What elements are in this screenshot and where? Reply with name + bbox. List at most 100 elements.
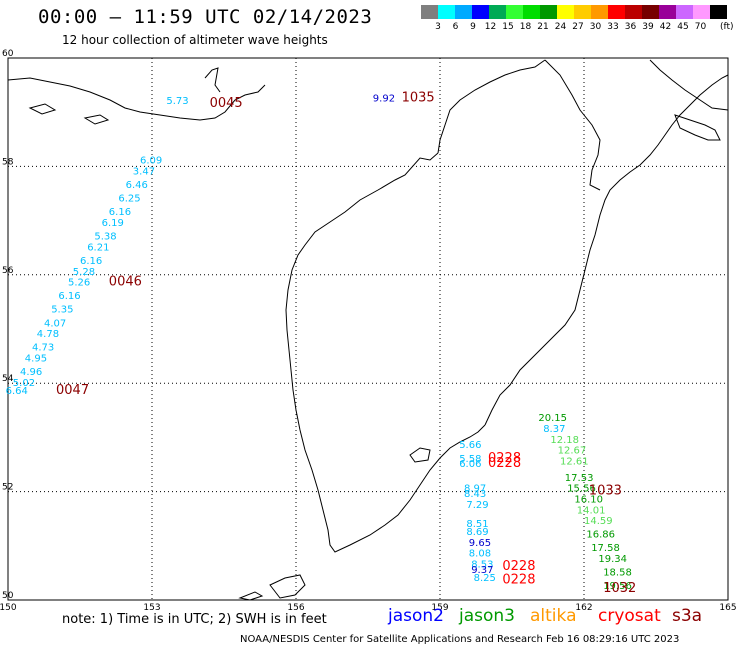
wave-height-value: 15.56 [567, 484, 596, 495]
wave-height-value: 6.64 [6, 386, 28, 397]
scale-label: 9 [470, 22, 476, 32]
northwest-island-1 [28, 103, 57, 115]
scale-swatch [591, 5, 608, 19]
map-subtitle: 12 hour collection of altimeter wave hei… [62, 33, 328, 47]
lat-tick-label: 58 [2, 157, 14, 167]
scale-swatch [693, 5, 710, 19]
wave-height-value: 12.61 [560, 457, 589, 468]
scale-swatch [659, 5, 676, 19]
wave-height-value: 3.47 [133, 167, 155, 178]
lon-tick-label: 159 [431, 603, 448, 613]
satellite-legend-cryosat: cryosat [598, 606, 661, 626]
wave-height-value: 19.34 [598, 554, 627, 565]
wave-height-value: 6.16 [80, 256, 102, 267]
scale-label: 42 [659, 22, 672, 32]
southern-island-2 [269, 574, 306, 599]
wave-height-value: 4.96 [20, 367, 42, 378]
pass-time-label: 0228 [502, 559, 535, 574]
map-frame [7, 57, 729, 601]
wave-height-value: 6.09 [140, 156, 162, 167]
scale-swatch [676, 5, 693, 19]
wave-height-value: 8.25 [474, 573, 496, 584]
wave-height-value: 5.02 [13, 378, 35, 389]
wave-height-value: 5.58 [459, 454, 481, 465]
scale-swatch [421, 5, 438, 19]
scale-swatch [710, 5, 727, 19]
satellite-legend-jason3: jason3 [459, 606, 515, 626]
map-title: 00:00 – 11:59 UTC 02/14/2023 [38, 6, 373, 28]
wave-height-value: 4.95 [25, 354, 47, 365]
kamchatka-east-coast-2 [544, 59, 601, 191]
scale-label: 18 [519, 22, 532, 32]
pass-time-label: 0228 [488, 451, 521, 466]
scale-label: 6 [452, 22, 459, 32]
southern-island-3 [238, 591, 264, 601]
scale-swatch [557, 5, 574, 19]
scale-swatch [455, 5, 472, 19]
wave-height-value: 8.97 [464, 484, 486, 495]
scale-label: 30 [589, 22, 602, 32]
pass-time-label: 0228 [502, 573, 535, 588]
scale-swatch [472, 5, 489, 19]
wave-height-value: 12.67 [558, 446, 587, 457]
lat-tick-label: 60 [2, 49, 14, 59]
wave-height-value: 18.58 [603, 568, 632, 579]
scale-label: 45 [677, 22, 689, 32]
satellite-legend-altika: altika [530, 606, 577, 626]
wave-height-points: 5.73 9.926.093.476.466.256.166.195.386.21… [6, 93, 632, 592]
wave-height-value: 8.51 [466, 519, 488, 530]
scale-label: 33 [607, 22, 619, 32]
wave-height-value: 4.73 [32, 343, 54, 354]
wave-height-value: 8.37 [543, 424, 565, 435]
scale-label: 24 [554, 22, 567, 32]
lon-tick-label: 165 [719, 603, 736, 613]
wave-height-value: 12.18 [550, 435, 579, 446]
wave-height-value: 4.78 [37, 329, 59, 340]
pass-time-label: 1032 [603, 581, 636, 596]
scale-swatch [625, 5, 642, 19]
scale-swatch [438, 5, 455, 19]
satellite-legend-s3a: s3a [672, 606, 703, 626]
wave-height-value: 5.66 [459, 440, 481, 451]
pass-time-label: 0047 [56, 383, 89, 398]
pass-time-label: 1033 [589, 483, 622, 498]
scale-swatch [574, 5, 591, 19]
wave-height-value: 6.25 [118, 194, 140, 205]
scale-label: 39 [642, 22, 654, 32]
lat-tick-label: 52 [2, 483, 13, 493]
lat-tick-label: 50 [2, 591, 14, 601]
footer-note: note: 1) Time is in UTC; 2) SWH is in fe… [62, 612, 327, 627]
scale-swatch [540, 5, 557, 19]
kamchatka-east-coast [437, 59, 546, 154]
wave-height-value: 5.28 [73, 267, 95, 278]
lat-tick-label: 54 [2, 374, 14, 384]
wave-height-value: 8.53 [471, 559, 493, 570]
kamchatka-southeast-coast [484, 74, 729, 426]
scale-unit: (ft) [720, 22, 734, 32]
scale-swatch [506, 5, 523, 19]
coastline [7, 59, 729, 601]
scale-swatch [642, 5, 659, 19]
wave-height-value: 4.07 [44, 318, 66, 329]
lon-tick-label: 150 [0, 603, 17, 613]
wave-height-value: 5.73 [166, 96, 188, 107]
southern-island-1 [409, 447, 431, 463]
wave-height-value: 17.53 [565, 473, 594, 484]
wave-height-value: 5.38 [94, 232, 116, 243]
satellite-legend-jason2: jason2 [388, 606, 444, 626]
latitude-labels: 60 58 56 54 52 50 [2, 49, 14, 601]
wave-height-value: 17.58 [591, 543, 620, 554]
wave-height-value: 6.06 [459, 459, 481, 470]
northwest-island-2 [83, 114, 110, 125]
wave-height-value: 9.65 [469, 538, 491, 549]
wave-height-value: 14.59 [584, 516, 613, 527]
wave-height-value: 9.37 [471, 565, 493, 576]
pass-time-label: 0045 [210, 96, 243, 111]
scale-swatch [523, 5, 540, 19]
wave-height-value: 20.15 [538, 413, 567, 424]
longitude-labels: 150 153 156 159 162 165 [0, 603, 737, 613]
wave-height-value: 8.69 [466, 527, 488, 538]
pass-time-label: 1035 [402, 90, 435, 105]
